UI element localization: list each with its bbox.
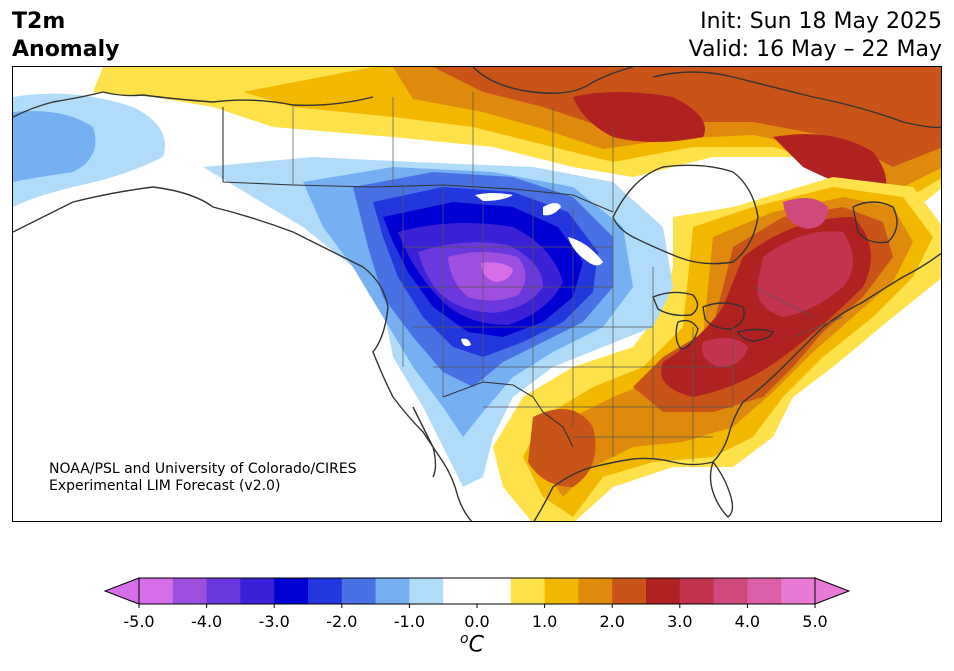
colorbar-tick-label: -1.0 [393, 612, 425, 631]
colorbar-bin [544, 578, 579, 604]
colorbar-tick-label: 4.0 [734, 612, 761, 631]
title-type: Anomaly [12, 37, 120, 62]
colorbar-bin [510, 578, 546, 604]
colorbar-tick-label: -2.0 [326, 612, 358, 631]
colorbar-tick-label: 3.0 [667, 612, 693, 631]
data-credit: NOAA/PSL and University of Colorado/CIRE… [49, 461, 357, 495]
colorbar-extend-low [103, 577, 140, 605]
credit-line-1: NOAA/PSL and University of Colorado/CIRE… [49, 461, 357, 477]
colorbar [103, 577, 851, 608]
colorbar-tick-label: 5.0 [802, 612, 828, 631]
colorbar-bin [443, 578, 512, 604]
colorbar-bin [240, 578, 275, 604]
colorbar-tick-label: 1.0 [531, 612, 558, 631]
coastlines [13, 67, 941, 521]
colorbar-bin [679, 578, 715, 604]
init-date: Init: Sun 18 May 2025 [700, 9, 942, 34]
colorbar-tick-label: 2.0 [599, 612, 625, 631]
unit-letter: C [468, 632, 484, 658]
colorbar-bin [308, 578, 343, 604]
forecast-dates: Init: Sun 18 May 2025 Valid: 16 May – 22… [689, 8, 942, 64]
colorbar-bin [139, 578, 174, 604]
white-water-patches [461, 193, 603, 347]
state-province-borders [292, 92, 844, 462]
t2m-anomaly-shading [13, 67, 941, 521]
colorbar-bin [747, 578, 782, 604]
colorbar-bin [781, 578, 816, 604]
colorbar-bin [713, 578, 748, 604]
colorbar-tick-label: 0.0 [464, 612, 490, 631]
colorbar-bin [172, 578, 208, 604]
anomaly-map [12, 66, 942, 522]
colorbar-extend-high [814, 577, 851, 605]
colorbar-bins [103, 577, 851, 608]
colorbar-tick-label: -4.0 [190, 612, 223, 631]
colorbar-bin [409, 578, 444, 604]
map-canvas [13, 67, 941, 521]
colorbar-bin [206, 578, 241, 604]
valid-range: Valid: 16 May – 22 May [688, 37, 942, 62]
colorbar-tick-label: -3.0 [258, 612, 290, 631]
map-title: T2m Anomaly [12, 8, 119, 64]
unit-degree: o [460, 631, 469, 647]
colorbar-unit: oC [460, 631, 484, 657]
credit-line-2: Experimental LIM Forecast (v2.0) [49, 478, 281, 494]
colorbar-tick-label: -5.0 [123, 612, 155, 631]
colorbar-bin [375, 578, 410, 604]
colorbar-bin [274, 578, 309, 604]
title-variable: T2m [12, 9, 66, 34]
colorbar-bin [612, 578, 647, 604]
colorbar-bin [578, 578, 613, 604]
colorbar-bin [646, 578, 681, 604]
colorbar-bin [341, 578, 377, 604]
